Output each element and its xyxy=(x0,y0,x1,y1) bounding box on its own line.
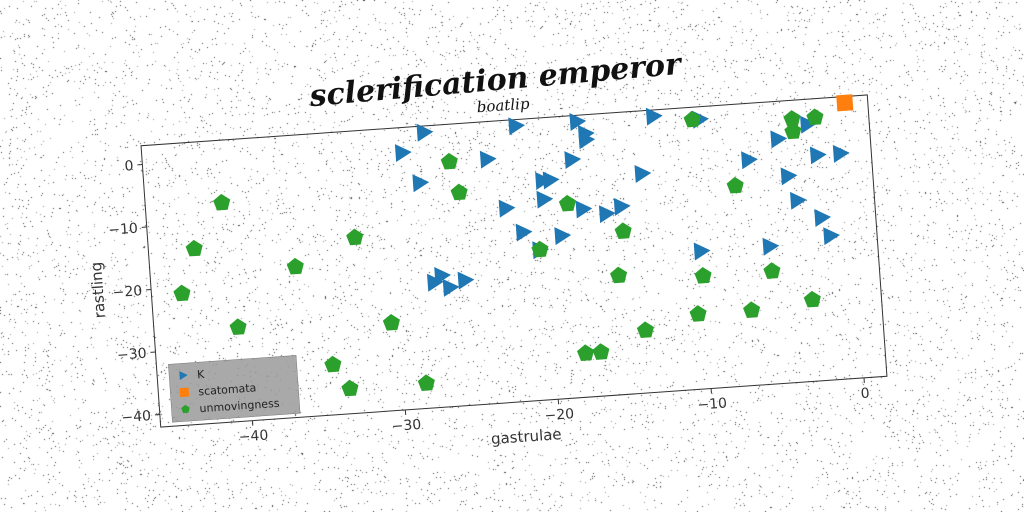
data-point-K xyxy=(569,113,587,131)
data-point-unmovingness xyxy=(689,305,707,322)
data-point-K xyxy=(645,107,663,126)
data-point-unmovingness xyxy=(213,193,231,211)
data-point-K xyxy=(790,191,807,210)
legend-marker xyxy=(179,371,188,381)
data-point-unmovingness xyxy=(324,355,342,373)
data-point-unmovingness xyxy=(450,183,468,201)
data-point-K xyxy=(634,165,652,183)
legend-box xyxy=(168,355,301,423)
y-tick-label: −10 xyxy=(108,221,139,239)
data-point-unmovingness xyxy=(636,321,654,338)
data-point-unmovingness xyxy=(286,257,304,275)
data-point-unmovingness xyxy=(417,374,435,391)
legend-marker xyxy=(181,404,190,414)
data-point-unmovingness xyxy=(577,344,595,361)
y-tick-label: −30 xyxy=(117,346,148,364)
data-point-K xyxy=(564,151,582,170)
axis-ticks: −40 −30 −20 −10 0 0 −10 −20 −30 −40 xyxy=(108,158,870,446)
data-point-K xyxy=(578,131,596,150)
y-tick-label: 0 xyxy=(124,158,134,175)
x-tick-label: −40 xyxy=(238,428,269,446)
data-point-K xyxy=(508,117,526,136)
x-axis-title: gastrulae xyxy=(490,425,562,448)
data-point-K xyxy=(741,151,758,170)
y-tick-label: −20 xyxy=(112,283,143,301)
data-point-K xyxy=(479,150,497,169)
data-point-K xyxy=(598,205,616,224)
data-point-unmovingness xyxy=(173,284,191,302)
data-point-unmovingness xyxy=(592,343,610,360)
data-points xyxy=(173,94,854,397)
data-point-unmovingness xyxy=(440,152,458,170)
data-point-K xyxy=(394,144,412,163)
data-point-K xyxy=(814,208,832,227)
x-tick-label: −10 xyxy=(697,396,728,414)
data-point-K xyxy=(536,190,554,209)
data-point-K xyxy=(457,271,475,290)
legend-label: scatomata xyxy=(198,381,257,398)
data-point-unmovingness xyxy=(743,301,761,318)
data-point-K xyxy=(809,146,827,165)
data-point-K xyxy=(832,144,850,163)
data-point-unmovingness xyxy=(531,240,549,258)
y-axis-title: rastling xyxy=(87,261,109,319)
data-point-unmovingness xyxy=(803,290,821,308)
data-point-unmovingness xyxy=(614,222,632,240)
data-point-K xyxy=(542,171,560,190)
data-point-unmovingness xyxy=(806,108,824,126)
data-point-unmovingness xyxy=(726,176,744,194)
data-point-K xyxy=(575,200,593,219)
data-point-K xyxy=(780,167,798,186)
x-tick-label: −20 xyxy=(544,406,575,424)
data-point-K xyxy=(800,115,817,134)
data-point-scatomata xyxy=(836,94,854,112)
data-point-K xyxy=(498,199,516,218)
legend-label: K xyxy=(197,368,206,382)
x-tick-label: −30 xyxy=(391,417,422,435)
data-point-unmovingness xyxy=(382,313,400,331)
legend-label: unmovingness xyxy=(199,397,280,416)
data-point-K xyxy=(762,237,780,256)
chart-subtitle: boatlip xyxy=(476,95,530,117)
data-point-K xyxy=(693,242,711,261)
data-point-K xyxy=(613,197,631,216)
data-point-K xyxy=(554,227,572,246)
data-point-unmovingness xyxy=(683,110,701,128)
data-point-K xyxy=(770,130,788,149)
data-point-unmovingness xyxy=(784,122,802,140)
plot-frame xyxy=(140,94,888,428)
data-point-unmovingness xyxy=(694,267,712,284)
data-point-K xyxy=(427,273,444,292)
plot-area: boatlip −40 −30 −20 −10 0 0 −10 −20 −30 −40 gastr… xyxy=(87,94,888,448)
data-point-K xyxy=(515,223,533,242)
data-point-unmovingness xyxy=(783,110,801,127)
data-point-unmovingness xyxy=(763,262,781,279)
y-tick-label: −40 xyxy=(121,408,152,426)
data-point-unmovingness xyxy=(346,228,364,246)
data-point-K xyxy=(412,174,430,193)
legend-marker xyxy=(179,387,190,398)
x-tick-label: 0 xyxy=(860,386,870,403)
data-point-K xyxy=(823,227,841,246)
data-point-K xyxy=(416,123,434,142)
data-point-K xyxy=(442,278,460,297)
data-point-unmovingness xyxy=(185,239,203,257)
data-point-unmovingness xyxy=(609,266,628,284)
data-point-unmovingness xyxy=(341,379,359,397)
data-point-unmovingness xyxy=(558,194,576,212)
data-point-unmovingness xyxy=(229,318,247,336)
